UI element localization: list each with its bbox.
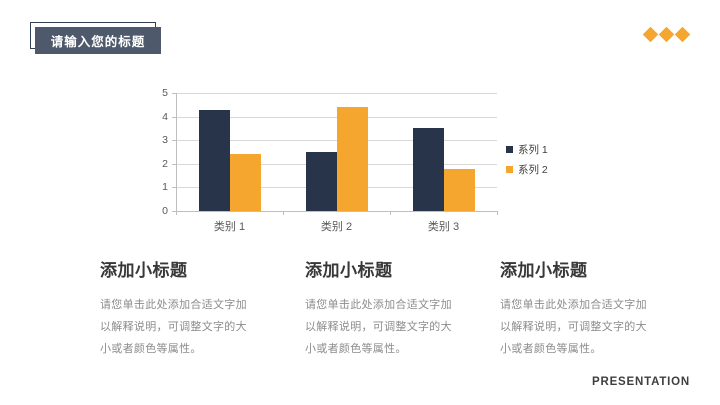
bar-系列 2-类别 1[interactable] xyxy=(229,154,261,211)
bar-系列 2-类别 3[interactable] xyxy=(443,168,475,211)
y-axis-tick-label: 4 xyxy=(162,110,168,123)
y-axis-tick-label: 5 xyxy=(162,87,168,99)
bar-系列 2-类别 2[interactable] xyxy=(336,107,368,211)
chart-legend: 系列 1 系列 2 xyxy=(506,142,548,182)
legend-label: 系列 1 xyxy=(518,144,548,156)
title-badge-label: 请输入您的标题 xyxy=(50,35,146,49)
diamond-icon xyxy=(674,26,691,43)
title-badge[interactable]: 请输入您的标题 xyxy=(30,22,164,56)
y-axis-tick xyxy=(172,140,176,142)
chart-plot-area: 0 1 2 3 4 5 类别 1 类别 2 类别 3 xyxy=(162,87,498,233)
bar-系列 1-类别 3[interactable] xyxy=(412,128,444,211)
column-body: 请您单击此处添加合适文字加 以解释说明，可调整文字的大 小或者颜色等属性。 xyxy=(100,299,247,355)
legend-item: 系列 2 xyxy=(506,162,548,177)
x-axis-category-label: 类别 2 xyxy=(320,221,353,233)
y-axis-tick-label: 3 xyxy=(162,134,168,147)
bar-系列 1-类别 1[interactable] xyxy=(198,109,230,211)
x-axis-tick xyxy=(176,211,177,215)
y-axis-line xyxy=(176,93,177,215)
text-column-3[interactable]: 添加小标题 请您单击此处添加合适文字加 以解释说明，可调整文字的大 小或者颜色等… xyxy=(500,256,680,360)
diamond-icon xyxy=(643,26,659,43)
x-axis-category-label: 类别 3 xyxy=(427,221,460,233)
text-column-2[interactable]: 添加小标题 请您单击此处添加合适文字加 以解释说明，可调整文字的大 小或者颜色等… xyxy=(305,256,485,360)
x-axis-line xyxy=(176,211,497,212)
title-badge-fill: 请输入您的标题 xyxy=(35,27,161,54)
legend-swatch-icon xyxy=(506,166,513,173)
legend-swatch-icon xyxy=(506,146,513,153)
y-axis-tick-label: 0 xyxy=(162,205,168,217)
chart-gridline xyxy=(176,93,497,94)
y-axis-tick xyxy=(172,93,176,94)
diamond-icon xyxy=(658,26,675,43)
diamond-decoration xyxy=(643,26,691,43)
y-axis-tick xyxy=(172,163,176,165)
legend-label: 系列 2 xyxy=(518,164,548,176)
y-axis-tick-label: 1 xyxy=(162,181,168,194)
y-axis-tick xyxy=(172,187,176,189)
y-axis-tick xyxy=(172,211,176,212)
footer-presentation-label: PRESENTATION xyxy=(592,376,690,388)
column-heading: 添加小标题 xyxy=(100,261,188,280)
x-axis-category-label: 类别 1 xyxy=(213,221,246,233)
legend-item: 系列 1 xyxy=(506,142,548,157)
column-body: 请您单击此处添加合适文字加 以解释说明，可调整文字的大 小或者颜色等属性。 xyxy=(500,299,647,355)
column-heading: 添加小标题 xyxy=(500,261,588,280)
bar-chart[interactable]: 0 1 2 3 4 5 类别 1 类别 2 类别 3 系列 1 系列 2 xyxy=(162,85,550,235)
bar-系列 1-类别 2[interactable] xyxy=(305,152,337,211)
column-heading: 添加小标题 xyxy=(305,261,393,280)
x-axis-tick xyxy=(497,211,498,215)
text-column-1[interactable]: 添加小标题 请您单击此处添加合适文字加 以解释说明，可调整文字的大 小或者颜色等… xyxy=(100,256,280,360)
y-axis-tick xyxy=(172,116,176,118)
x-axis-tick xyxy=(390,211,391,215)
x-axis-tick xyxy=(283,211,284,215)
y-axis-tick-label: 2 xyxy=(162,157,168,170)
column-body: 请您单击此处添加合适文字加 以解释说明，可调整文字的大 小或者颜色等属性。 xyxy=(305,299,452,355)
